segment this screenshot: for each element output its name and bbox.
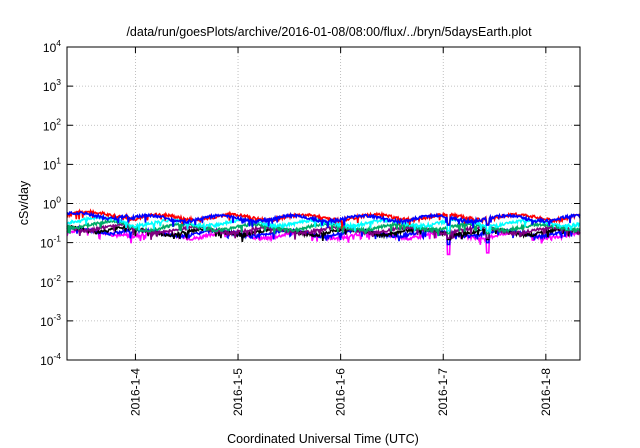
x-axis: 2016-1-4 2016-1-5 2016-1-6 2016-1-7 2016-1-8	[128, 47, 553, 416]
x-tick-label: 2016-1-8	[539, 368, 553, 416]
y-axis: 10-4 10-3 10-2 10-1 100 101 102 103 104	[40, 38, 580, 368]
x-tick-label: 2016-1-4	[128, 368, 142, 416]
plot-frame	[66, 46, 581, 361]
y-tick-label: 10-4	[40, 351, 61, 368]
x-tick-label: 2016-1-5	[231, 368, 245, 416]
y-tick-label: 10-1	[40, 234, 61, 251]
x-axis-label: Coordinated Universal Time (UTC)	[227, 432, 419, 446]
y-axis-label: cSv/day	[17, 180, 31, 225]
series-line	[66, 214, 581, 234]
y-tick-label: 102	[43, 116, 61, 133]
y-tick-label: 10-2	[40, 273, 61, 290]
series-group	[66, 208, 581, 256]
series-line	[66, 210, 581, 229]
x-tick-label: 2016-1-6	[334, 368, 348, 416]
y-tick-label: 101	[43, 155, 61, 172]
y-tick-label: 10-3	[40, 312, 61, 329]
chart-title: /data/run/goesPlots/archive/2016-01-08/0…	[126, 25, 532, 39]
x-tick-label: 2016-1-7	[436, 368, 450, 416]
y-tick-label: 104	[43, 38, 61, 55]
grid	[67, 47, 580, 360]
y-tick-label: 100	[43, 195, 61, 212]
y-tick-label: 103	[43, 77, 61, 94]
